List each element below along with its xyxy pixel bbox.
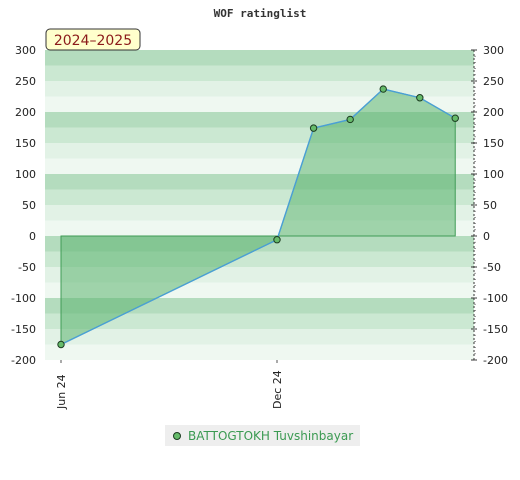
x-tick-label: Jun 24 [55,374,68,410]
y-tick-label-left: -150 [11,323,36,336]
legend: BATTOGTOKH Tuvshinbayar [165,425,361,446]
y-tick-label-right: 0 [483,230,490,243]
y-tick-label-left: 200 [15,106,36,119]
y-tick-label-left: 50 [22,199,36,212]
period-badge: 2024–2025 [45,28,141,51]
data-point [379,85,387,93]
y-tick-label-left: 150 [15,137,36,150]
y-tick-label-right: -50 [483,261,501,274]
band [45,344,474,360]
y-tick-label-left: 300 [15,44,36,57]
y-tick-label-left: -100 [11,292,36,305]
y-tick-label-right: 50 [483,199,497,212]
data-point [273,236,281,244]
band [45,81,474,97]
band [45,313,474,329]
legend-marker [173,431,181,440]
band [45,329,474,345]
y-tick-label-right: 150 [483,137,504,150]
y-tick-label-right: -100 [483,292,508,305]
band [45,298,474,314]
band [45,65,474,81]
data-points [57,85,459,349]
data-point [346,115,354,124]
y-tick-label-left: 100 [15,168,36,181]
x-tick-label: Dec 24 [271,370,284,409]
y-tick-label-left: -50 [18,261,36,274]
y-tick-label-right: 250 [483,75,504,88]
y-tick-label-left: -200 [11,354,36,367]
y-axis-right: 300 250 200 150 100 50 0 -50 -100 -150 -200 [471,44,508,367]
data-point [309,124,318,132]
period-badge-label: 2024–2025 [54,33,132,49]
y-tick-label-right: 200 [483,106,504,119]
y-tick-label-right: 100 [483,168,504,181]
data-point [416,94,424,102]
x-axis: Jun 24 Dec 24 [55,360,284,410]
y-tick-label-left: 0 [29,230,36,243]
data-point [57,340,65,349]
y-tick-label-right: -200 [483,354,508,367]
legend-series-label: BATTOGTOKH Tuvshinbayar [188,428,354,443]
y-tick-label-right: -150 [483,323,508,336]
band [45,50,474,66]
data-point [451,114,459,122]
y-tick-label-left: 250 [15,75,36,88]
chart-title: WOF ratinglist [214,7,307,20]
y-tick-label-right: 300 [483,44,504,57]
y-axis-left: 300 250 200 150 100 50 0 -50 -100 -150 -200 [11,44,36,367]
